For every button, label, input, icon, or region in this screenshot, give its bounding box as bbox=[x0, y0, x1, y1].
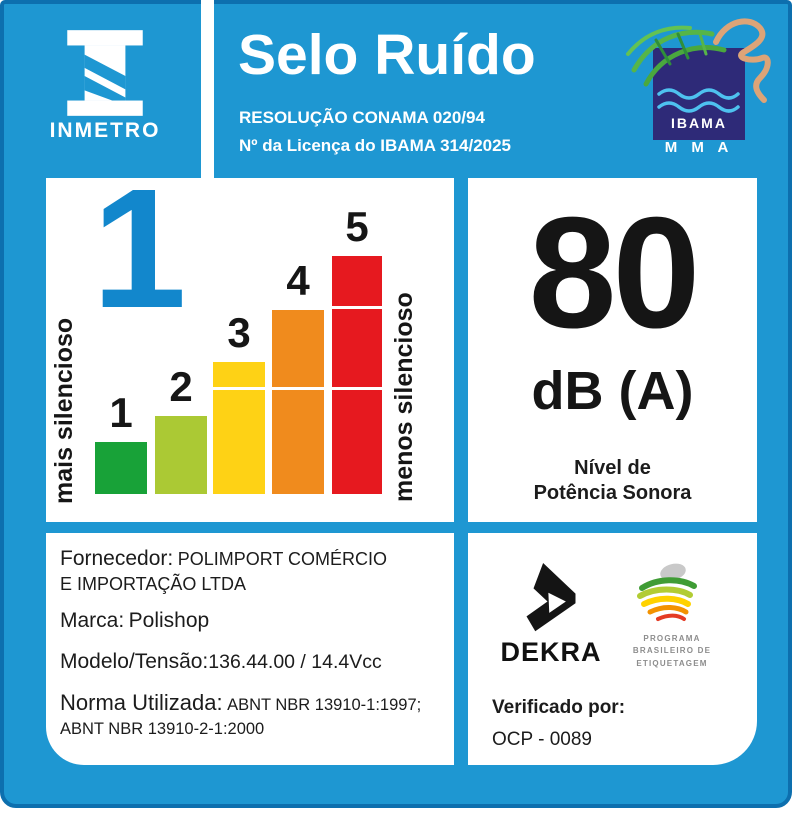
bar-segment-line bbox=[332, 387, 382, 390]
ocp-code: OCP - 0089 bbox=[492, 729, 592, 750]
db-unit: dB (A) bbox=[531, 361, 694, 421]
seal-title: Selo Ruído bbox=[238, 23, 536, 87]
resolution-subtitle: RESOLUÇÃO CONAMA 020/94 bbox=[239, 108, 485, 127]
ibama-logo-icon bbox=[626, 18, 771, 140]
ibama-wordmark: IBAMA bbox=[671, 115, 727, 131]
bar-number-label: 4 bbox=[286, 257, 310, 304]
bar-number-label: 3 bbox=[227, 309, 251, 356]
bar-level-5 bbox=[332, 256, 382, 494]
standard-row: Norma Utilizada: ABNT NBR 13910-1:1997; bbox=[60, 690, 422, 715]
brand-row: Marca: Polishop bbox=[60, 609, 210, 632]
bar-number-label: 1 bbox=[109, 389, 133, 436]
license-subtitle: Nº da Licença do IBAMA 314/2025 bbox=[239, 136, 512, 155]
mma-wordmark: M M A bbox=[664, 139, 734, 156]
inmetro-logo-icon bbox=[67, 30, 143, 116]
leaves-graphic bbox=[626, 25, 727, 87]
supplier-row-line2: E IMPORTAÇÃO LTDA bbox=[60, 574, 247, 594]
bar-segment-line bbox=[272, 387, 324, 390]
bar-segment-line bbox=[332, 306, 382, 309]
db-value: 80 bbox=[528, 185, 701, 361]
verify-panel: DEKRA PROGRAMA BRASILEIRO DE ETIQUETAGEM… bbox=[468, 533, 757, 765]
info-panel: Fornecedor: POLIMPORT COMÉRCIO E IMPORTA… bbox=[46, 533, 454, 765]
bar-level-1 bbox=[95, 442, 147, 494]
pbe-wordmark: PROGRAMA BRASILEIRO DE ETIQUETAGEM bbox=[632, 634, 712, 668]
bar-level-2 bbox=[155, 416, 207, 494]
ribbon-graphic bbox=[713, 18, 771, 103]
model-row: Modelo/Tensão:136.44.00 / 14.4Vcc bbox=[60, 650, 382, 673]
bar-number-label: 2 bbox=[169, 363, 193, 410]
header-divider bbox=[201, 0, 214, 179]
verified-by-label: Verificado por: bbox=[492, 697, 626, 718]
db-panel: 80 dB (A) Nível de Potência Sonora bbox=[468, 178, 757, 522]
dekra-wordmark: DEKRA bbox=[500, 637, 602, 667]
bar-number-label: 5 bbox=[345, 203, 369, 250]
standard-row-line2: ABNT NBR 13910-2-1:2000 bbox=[60, 720, 265, 738]
wave-graphic bbox=[657, 88, 740, 113]
selected-level-number: 1 bbox=[92, 154, 187, 344]
dekra-arrow-icon bbox=[526, 563, 576, 632]
supplier-row: Fornecedor: POLIMPORT COMÉRCIO bbox=[60, 547, 388, 570]
ibama-logo: IBAMA M M A bbox=[612, 8, 782, 168]
bar-level-3 bbox=[213, 362, 265, 494]
bar-segment-line bbox=[213, 387, 265, 390]
inmetro-wordmark: INMETRO bbox=[49, 119, 161, 142]
pbe-swirl-icon bbox=[637, 563, 697, 621]
db-caption: Nível de Potência Sonora bbox=[533, 457, 692, 504]
bar-level-4 bbox=[272, 310, 324, 494]
